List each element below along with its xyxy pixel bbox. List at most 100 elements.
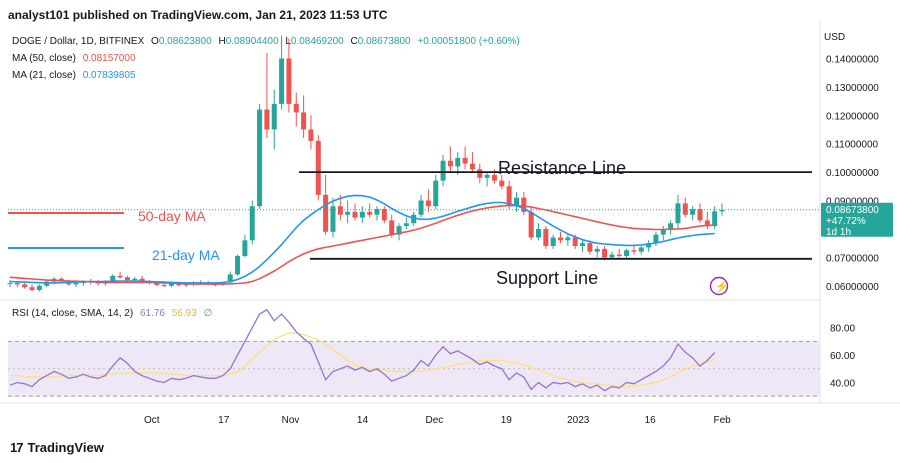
candle xyxy=(374,206,380,221)
time-tick: Dec xyxy=(425,415,443,426)
ideas-icon[interactable]: ⚡ xyxy=(709,276,729,296)
candle xyxy=(580,240,586,252)
price-tick: 0.14000000 xyxy=(826,54,879,65)
candle xyxy=(624,248,630,259)
candle xyxy=(389,214,395,238)
ma50-label: 50-day MA xyxy=(138,208,206,224)
rsi-tick: 40.00 xyxy=(830,378,855,389)
candle xyxy=(7,280,13,288)
candle xyxy=(264,52,270,138)
candle xyxy=(235,254,241,276)
candle xyxy=(469,152,475,173)
candle xyxy=(543,226,549,249)
candle xyxy=(330,197,336,238)
candle xyxy=(587,240,593,255)
price-tick: 0.11000000 xyxy=(826,140,879,151)
ma21-label: 21-day MA xyxy=(152,247,220,263)
candle xyxy=(638,246,644,255)
candle xyxy=(293,92,299,127)
candle xyxy=(477,163,483,184)
candle xyxy=(535,223,541,241)
candle xyxy=(668,220,674,235)
candle xyxy=(418,194,424,218)
candle xyxy=(117,271,123,279)
candle xyxy=(484,172,490,187)
time-tick: Feb xyxy=(714,415,732,426)
candle xyxy=(616,248,622,258)
price-tick: 0.07000000 xyxy=(826,253,879,264)
rsi-tick: 80.00 xyxy=(830,324,855,335)
time-tick: 17 xyxy=(218,415,230,426)
resistance-label: Resistance Line xyxy=(498,158,626,178)
svg-text:1d 1h: 1d 1h xyxy=(826,227,851,238)
price-tick: 0.09000000 xyxy=(826,197,879,208)
candle xyxy=(455,152,461,175)
time-tick: Nov xyxy=(282,415,300,426)
candle xyxy=(521,192,527,215)
tradingview-wordmark: TradingView xyxy=(27,440,104,455)
tradingview-logo-icon: 17 xyxy=(10,440,24,455)
candle xyxy=(367,203,373,218)
legend-ma50: MA (50, close) 0.08157000 xyxy=(12,53,136,64)
candle xyxy=(36,284,42,292)
last-price-badge: 0.08673800 +47.72% 1d 1h xyxy=(821,202,893,238)
ma21-line xyxy=(9,194,715,284)
candle xyxy=(433,174,439,210)
candle xyxy=(308,115,314,150)
time-tick: 14 xyxy=(357,415,369,426)
svg-text:0.08673800: 0.08673800 xyxy=(826,205,879,216)
candle xyxy=(594,246,600,258)
candle xyxy=(315,135,321,201)
candle xyxy=(447,146,453,173)
candle xyxy=(271,89,277,150)
candle xyxy=(425,189,431,212)
candle xyxy=(411,211,417,227)
currency-label: USD xyxy=(824,32,845,43)
candle xyxy=(565,234,571,246)
candle xyxy=(345,200,351,224)
candle xyxy=(682,197,688,218)
candle xyxy=(257,103,263,210)
candle xyxy=(499,174,505,190)
candle xyxy=(550,234,556,249)
candle xyxy=(440,155,446,187)
price-tick: 0.10000000 xyxy=(826,168,879,179)
candle xyxy=(631,246,637,255)
tradingview-branding: 17 TradingView xyxy=(10,440,104,455)
candle xyxy=(396,223,402,241)
support-label: Support Line xyxy=(496,268,598,288)
candle xyxy=(697,203,703,224)
candlestick-series xyxy=(7,35,725,292)
candle xyxy=(646,240,652,252)
candle xyxy=(609,251,615,259)
candle xyxy=(301,95,307,138)
candle xyxy=(690,206,696,221)
legend-rsi: RSI (14, close, SMA, 14, 2) 61.76 56.93 … xyxy=(12,308,212,319)
rsi-tick: 60.00 xyxy=(830,351,855,362)
price-tick: 0.12000000 xyxy=(826,111,879,122)
legend-ohlc: DOGE / Dollar, 1D, BITFINEX O0.08623800 … xyxy=(12,36,520,47)
time-tick: Oct xyxy=(144,415,160,426)
candle xyxy=(29,284,35,292)
candle xyxy=(660,226,666,241)
candle xyxy=(359,206,365,224)
candle xyxy=(242,234,248,258)
candle xyxy=(279,35,285,110)
candle xyxy=(602,246,608,261)
time-tick: 19 xyxy=(501,415,513,426)
candle xyxy=(513,192,519,212)
publish-header: analyst101 published on TradingView.com,… xyxy=(8,8,388,22)
legend-ma21: MA (21, close) 0.07839805 xyxy=(12,70,136,81)
candle xyxy=(249,200,255,245)
candle xyxy=(675,194,681,229)
svg-text:+47.72%: +47.72% xyxy=(826,216,866,227)
candle xyxy=(352,203,358,221)
candle xyxy=(558,231,564,244)
candle xyxy=(381,206,387,224)
rsi-line xyxy=(9,308,716,392)
price-tick: 0.06000000 xyxy=(826,282,879,293)
candle xyxy=(403,217,409,229)
candle xyxy=(286,38,292,113)
price-tick: 0.13000000 xyxy=(826,83,879,94)
